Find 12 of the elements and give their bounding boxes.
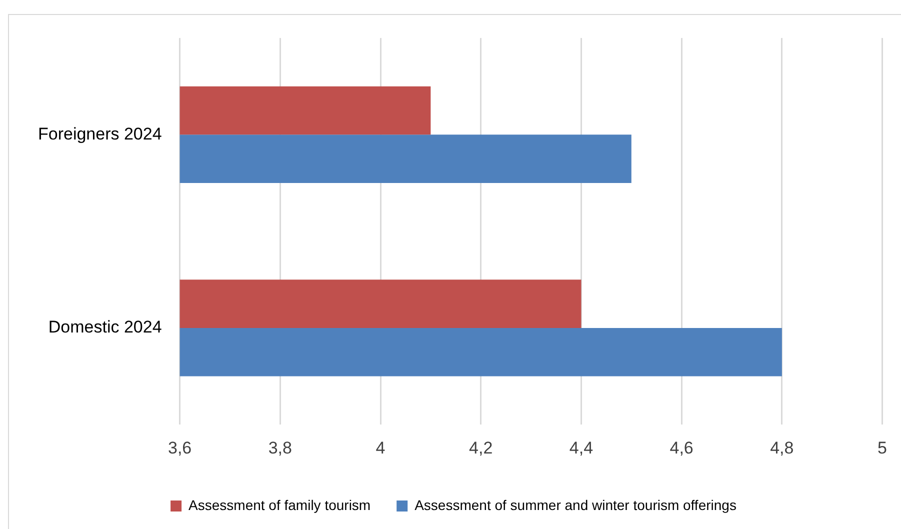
x-tick-label: 4,8 — [770, 438, 794, 458]
x-tick-label: 3,6 — [168, 438, 192, 458]
x-tick-label: 5 — [878, 438, 888, 458]
x-tick-label: 4,4 — [569, 438, 594, 458]
x-tick-label: 4 — [376, 438, 386, 458]
y-tick-label: Foreigners 2024 — [38, 124, 162, 144]
x-tick-label: 4,6 — [670, 438, 694, 458]
legend-label: Assessment of family tourism — [188, 496, 371, 513]
legend-label: Assessment of summer and winter tourism offerings — [414, 496, 736, 513]
x-tick-label: 4,2 — [469, 438, 493, 458]
x-tick-label: 3,8 — [268, 438, 292, 458]
y-tick-label: Domestic 2024 — [48, 318, 162, 337]
